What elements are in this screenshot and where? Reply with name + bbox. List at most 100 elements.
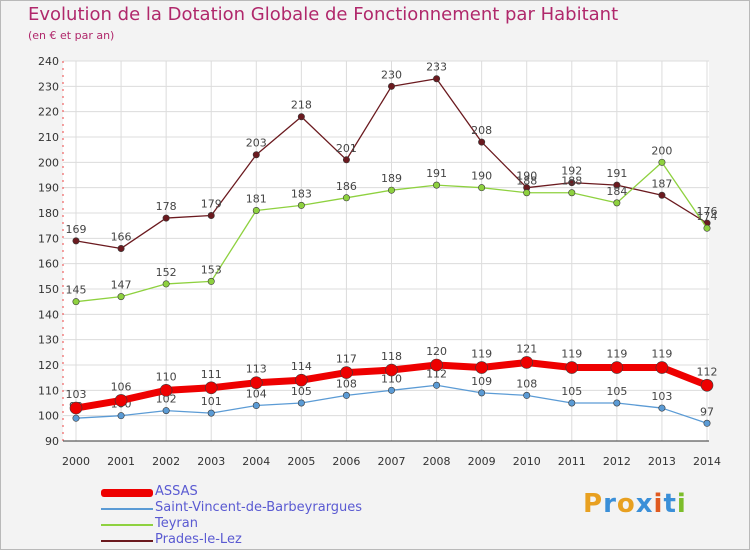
legend-swatch — [101, 540, 153, 542]
data-label: 106 — [111, 380, 132, 393]
data-point — [433, 75, 441, 83]
data-label: 119 — [606, 348, 627, 361]
data-point — [387, 82, 395, 90]
data-point — [433, 381, 441, 389]
data-point — [523, 189, 531, 197]
data-label: 118 — [381, 350, 402, 363]
data-point — [252, 402, 260, 410]
data-point — [117, 412, 125, 420]
data-label: 104 — [246, 388, 267, 401]
data-label: 110 — [381, 372, 402, 385]
data-label: 119 — [651, 348, 672, 361]
data-label: 187 — [651, 177, 672, 190]
data-label: 191 — [426, 167, 447, 180]
x-tick-label: 2008 — [423, 455, 451, 468]
legend-label: Teyran — [155, 516, 198, 531]
data-label: 192 — [561, 165, 582, 178]
x-tick-label: 2000 — [62, 455, 90, 468]
data-point — [478, 184, 486, 192]
data-point — [568, 189, 576, 197]
logo-letter: r — [603, 489, 617, 519]
data-label: 110 — [156, 370, 177, 383]
data-point — [297, 399, 305, 407]
data-point — [478, 389, 486, 397]
y-tick-label: 220 — [38, 106, 59, 119]
data-point — [207, 277, 215, 285]
y-tick-label: 110 — [38, 384, 59, 397]
proxiti-logo: Proxiti — [583, 489, 687, 519]
data-point — [658, 404, 666, 412]
data-label: 169 — [66, 223, 87, 236]
data-label: 101 — [201, 395, 222, 408]
data-label: 230 — [381, 68, 402, 81]
y-tick-label: 90 — [45, 435, 59, 448]
y-tick-label: 150 — [38, 283, 59, 296]
data-label: 102 — [156, 393, 177, 406]
x-tick-label: 2002 — [152, 455, 180, 468]
data-label: 112 — [426, 367, 447, 380]
data-point — [204, 381, 218, 395]
data-point — [162, 214, 170, 222]
data-label: 189 — [381, 172, 402, 185]
plot-area — [63, 61, 709, 441]
data-point — [252, 206, 260, 214]
data-label: 179 — [201, 198, 222, 211]
data-label: 181 — [246, 192, 267, 205]
x-tick-label: 2005 — [287, 455, 315, 468]
logo-letter: i — [676, 489, 687, 519]
data-point — [117, 293, 125, 301]
data-point — [162, 407, 170, 415]
x-tick-label: 2010 — [513, 455, 541, 468]
data-label: 119 — [561, 348, 582, 361]
logo-letter: o — [616, 489, 636, 519]
data-point — [162, 280, 170, 288]
data-label: 201 — [336, 142, 357, 155]
data-label: 108 — [336, 377, 357, 390]
legend-label: Prades-le-Lez — [155, 532, 242, 547]
y-tick-label: 120 — [38, 359, 59, 372]
y-tick-label: 210 — [38, 131, 59, 144]
data-point — [475, 361, 488, 374]
data-point — [249, 376, 263, 390]
data-label: 233 — [426, 61, 447, 74]
data-point — [385, 363, 398, 377]
data-label: 188 — [561, 175, 582, 188]
data-point — [295, 373, 308, 387]
data-point — [700, 378, 714, 392]
data-point — [703, 224, 711, 232]
data-point — [613, 199, 621, 207]
data-point — [658, 191, 666, 199]
data-label: 111 — [201, 368, 222, 381]
logo-letter: P — [583, 489, 604, 519]
data-label: 190 — [516, 170, 537, 183]
data-point — [117, 244, 125, 252]
data-point — [433, 181, 441, 189]
legend-swatch — [101, 508, 153, 510]
data-label: 97 — [700, 405, 714, 418]
chart-title: Evolution de la Dotation Globale de Fonc… — [28, 4, 619, 25]
data-label: 188 — [516, 175, 537, 188]
legend-label: Saint-Vincent-de-Barbeyrargues — [155, 500, 363, 515]
data-point — [565, 361, 579, 374]
logo-letter: t — [663, 489, 677, 519]
y-tick-label: 200 — [38, 156, 59, 169]
data-point — [387, 186, 395, 194]
data-label: 166 — [111, 230, 132, 243]
data-label: 120 — [426, 345, 447, 358]
data-label: 190 — [471, 170, 492, 183]
x-tick-label: 2011 — [558, 455, 586, 468]
data-label: 218 — [291, 99, 312, 112]
legend-swatch — [101, 489, 153, 497]
data-point — [342, 156, 350, 164]
data-label: 208 — [471, 124, 492, 137]
data-label: 203 — [246, 137, 267, 150]
data-point — [72, 237, 80, 245]
data-label: 184 — [606, 185, 627, 198]
data-label: 113 — [246, 363, 267, 376]
y-tick-label: 240 — [38, 55, 59, 68]
data-point — [72, 414, 80, 422]
data-label: 105 — [561, 385, 582, 398]
data-point — [297, 113, 305, 121]
data-point — [478, 138, 486, 146]
